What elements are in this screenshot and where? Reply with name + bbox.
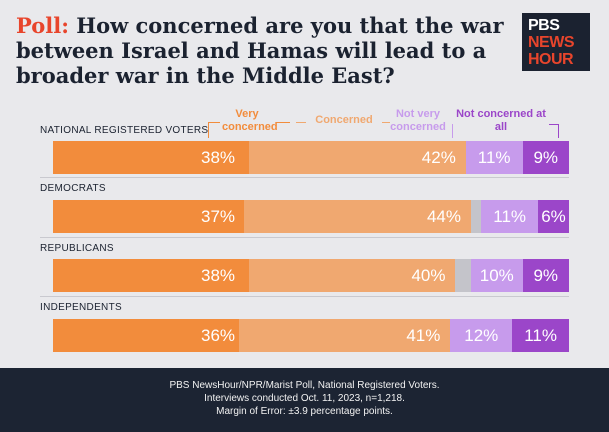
group-label-democrats: DEMOCRATS [40, 183, 106, 194]
bar-segment-not-very-concerned [465, 141, 523, 174]
legend-tick-not-very [452, 124, 453, 138]
legend-bracket-not-at-all [549, 124, 559, 125]
bar-segment-very-concerned [53, 200, 244, 233]
legend-bracket-very-end [276, 122, 290, 123]
bar-segment-unsure [470, 200, 482, 233]
divider-3 [40, 296, 569, 297]
legend-not-concerned-at-all-label: Not concerned at all [456, 108, 546, 133]
data-label-not-concerned-at-all: 11% [524, 326, 557, 345]
data-label-not-very-concerned: 10% [479, 266, 514, 285]
bar-segment-concerned [238, 319, 451, 352]
legend-tick-very-left [208, 122, 209, 138]
bar-row-independents: 36% 41% 12% 11% [53, 319, 569, 352]
legend-very-concerned-label: Very concerned [222, 108, 278, 133]
logo-line-3: HOUR [528, 51, 574, 68]
legend-not-very-concerned: Not very concerned [383, 108, 453, 134]
bar-segment-not-very-concerned [470, 259, 523, 292]
data-label-not-very-concerned: 12% [464, 326, 499, 345]
footer-margin: Margin of Error: ±3.9 percentage points. [216, 406, 393, 417]
data-label-not-very-concerned: 11% [493, 207, 527, 226]
group-label-national: NATIONAL REGISTERED VOTERS [40, 125, 209, 136]
data-label-concerned: 40% [411, 266, 446, 285]
chart-title: Poll: How concerned are you that the war… [16, 13, 516, 88]
bar-row-republicans: 38% 40% 10% 9% [53, 259, 569, 292]
legend-concerned-label: Concerned [315, 114, 373, 126]
bar-segment-not-concerned-at-all [522, 259, 569, 292]
data-label-very-concerned: 38% [201, 266, 236, 285]
bar-segment-not-very-concerned [481, 200, 539, 233]
data-label-very-concerned: 36% [201, 326, 236, 345]
legend-bracket-concerned-left [296, 122, 306, 123]
footer-interviews: Interviews conducted Oct. 11, 2023, n=1,… [204, 393, 405, 404]
data-label-concerned: 41% [406, 326, 441, 345]
legend-bracket-concerned-right [382, 122, 390, 123]
legend-concerned: Concerned [304, 114, 384, 127]
bar-segment-very-concerned [53, 141, 250, 174]
footer-source: PBS NewsHour/NPR/Marist Poll, National R… [169, 380, 440, 391]
bar-row-democrats: 37% 44% 11% 6% [53, 200, 569, 233]
bar-row-national: 38% 42% 11% 9% [53, 141, 569, 174]
divider-1 [40, 177, 569, 178]
legend-bracket-very [208, 122, 220, 123]
bar-segment-unsure [455, 259, 471, 292]
legend-very-concerned: Very concerned [222, 108, 278, 134]
logo-line-1: PBS [528, 17, 560, 34]
data-label-not-very-concerned: 11% [477, 148, 511, 167]
bar-segment-concerned [243, 200, 471, 233]
bar-segment-concerned [249, 259, 456, 292]
bar-segment-not-very-concerned [450, 319, 513, 352]
pbs-newshour-logo: PBS NEWS HOUR [522, 13, 590, 71]
footer: PBS NewsHour/NPR/Marist Poll, National R… [0, 368, 609, 432]
data-label-not-concerned-at-all: 9% [533, 148, 559, 167]
legend-not-very-concerned-label: Not very concerned [390, 108, 446, 133]
bar-segment-not-concerned-at-all [538, 200, 569, 233]
poll-label: Poll: [16, 13, 69, 38]
bar-segment-not-concerned-at-all [522, 141, 569, 174]
group-label-independents: INDEPENDENTS [40, 302, 122, 313]
group-label-republicans: REPUBLICANS [40, 243, 114, 254]
data-label-concerned: 44% [426, 207, 461, 226]
chart-card: Poll: How concerned are you that the war… [16, 13, 590, 352]
divider-2 [40, 237, 569, 238]
data-label-concerned: 42% [421, 148, 456, 167]
bar-segment-not-concerned-at-all [512, 319, 569, 352]
bar-segment-very-concerned [53, 259, 250, 292]
bar-segment-very-concerned [53, 319, 239, 352]
data-label-very-concerned: 37% [201, 207, 236, 226]
logo-line-2: NEWS [528, 34, 575, 51]
data-label-very-concerned: 38% [201, 148, 236, 167]
legend-tick-not-at-all [558, 124, 559, 138]
title-text: How concerned are you that the war betwe… [16, 13, 504, 88]
data-label-not-concerned-at-all: 6% [541, 207, 566, 226]
data-label-not-concerned-at-all: 9% [533, 266, 559, 285]
legend-not-concerned-at-all: Not concerned at all [456, 108, 546, 134]
bar-segment-concerned [249, 141, 466, 174]
